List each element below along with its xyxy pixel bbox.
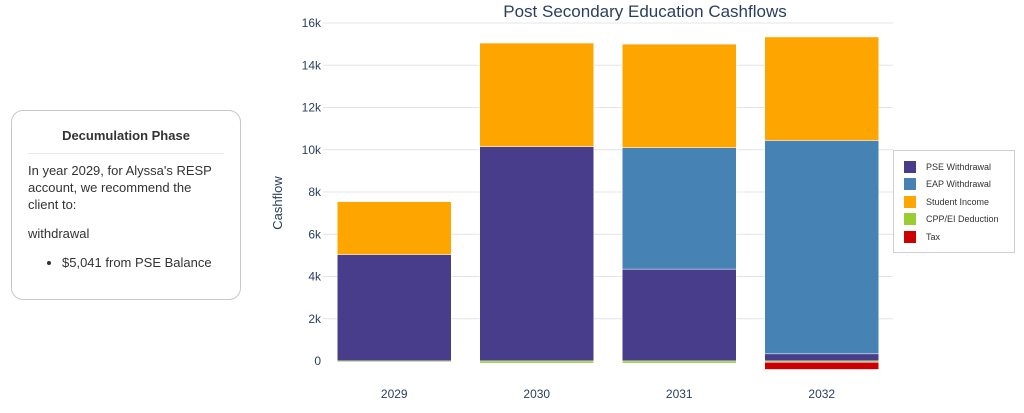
y-tick-label: 0 (314, 354, 321, 368)
card-body: In year 2029, for Alyssa's RESP account,… (12, 154, 240, 271)
y-tick-label: 12k (302, 101, 322, 115)
bar-pse-withdrawal-2031 (622, 268, 737, 362)
legend-item[interactable]: PSE Withdrawal (904, 158, 1014, 176)
card-bullet-list: $5,041 from PSE Balance (28, 254, 224, 271)
chart-legend: PSE Withdrawal EAP Withdrawal Student Inco… (893, 150, 1015, 253)
bar-student-income-2029 (337, 201, 452, 255)
bar-eap-withdrawal-2032 (764, 140, 879, 355)
legend-item[interactable]: Tax (904, 228, 1014, 246)
x-tick-label: 2030 (523, 387, 550, 401)
card-bullet: $5,041 from PSE Balance (62, 254, 224, 271)
legend-label: PSE Withdrawal (926, 161, 992, 172)
legend-item[interactable]: EAP Withdrawal (904, 176, 1014, 194)
legend-swatch (904, 160, 916, 173)
bar-cpp-ei-deduction-2031 (622, 360, 737, 364)
y-tick-label: 4k (308, 270, 322, 284)
legend-label: Student Income (926, 196, 990, 207)
bar-cpp-ei-deduction-2029 (337, 360, 452, 363)
bar-cpp-ei-deduction-2030 (479, 360, 594, 364)
y-axis-label: Cashflow (270, 176, 285, 230)
legend-swatch (904, 178, 916, 191)
bar-student-income-2030 (479, 42, 594, 147)
legend-label: EAP Withdrawal (926, 179, 991, 190)
bar-eap-withdrawal-2031 (622, 147, 737, 270)
x-tick-label: 2032 (808, 387, 835, 401)
legend-item[interactable]: CPP/EI Deduction (904, 211, 1014, 229)
recommendation-card: Decumulation Phase In year 2029, for Aly… (11, 110, 241, 300)
bar-pse-withdrawal-2032 (764, 353, 879, 362)
card-action: withdrawal (28, 226, 90, 241)
y-tick-label: 10k (302, 143, 322, 157)
y-tick-label: 2k (308, 312, 322, 326)
card-title: Decumulation Phase (28, 128, 224, 154)
bar-pse-withdrawal-2030 (479, 146, 594, 362)
bar-student-income-2032 (764, 36, 879, 141)
legend-label: CPP/EI Deduction (926, 214, 999, 225)
y-tick-label: 6k (308, 227, 322, 241)
legend-swatch (904, 230, 916, 243)
y-tick-label: 14k (302, 58, 322, 72)
chart-title: Post Secondary Education Cashflows (503, 2, 787, 21)
legend-item[interactable]: Student Income (904, 193, 1014, 211)
legend-label: Tax (926, 231, 941, 242)
legend-swatch (904, 195, 916, 208)
bar-pse-withdrawal-2029 (337, 254, 452, 362)
x-tick-label: 2031 (666, 387, 693, 401)
y-tick-label: 8k (308, 185, 322, 199)
y-tick-label: 16k (302, 16, 322, 30)
bar-student-income-2031 (622, 43, 737, 148)
bar-tax-2032 (764, 362, 879, 370)
card-intro: In year 2029, for Alyssa's RESP account,… (28, 163, 212, 212)
legend-swatch (904, 213, 916, 226)
x-tick-label: 2029 (381, 387, 408, 401)
